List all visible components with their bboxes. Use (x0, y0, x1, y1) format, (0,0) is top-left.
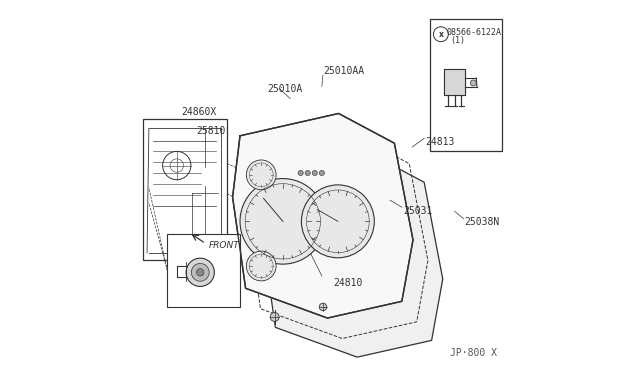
FancyBboxPatch shape (143, 119, 227, 260)
Circle shape (186, 258, 214, 286)
Polygon shape (262, 153, 443, 357)
Polygon shape (232, 113, 413, 318)
Text: 25810: 25810 (196, 126, 226, 136)
Circle shape (319, 170, 324, 176)
Text: 24860X: 24860X (182, 108, 217, 117)
Text: 25010AA: 25010AA (323, 67, 364, 76)
Circle shape (298, 170, 303, 176)
Circle shape (319, 303, 326, 311)
Text: 25031: 25031 (404, 206, 433, 216)
Circle shape (270, 312, 279, 321)
Circle shape (246, 160, 276, 190)
Text: 08566-6122A: 08566-6122A (447, 28, 502, 37)
Text: 25038N: 25038N (465, 218, 500, 227)
FancyBboxPatch shape (429, 19, 502, 151)
Circle shape (312, 170, 317, 176)
Text: JP·800 X: JP·800 X (450, 348, 497, 358)
Circle shape (196, 269, 204, 276)
Text: 24810: 24810 (333, 278, 362, 288)
Text: FRONT: FRONT (209, 241, 239, 250)
Circle shape (191, 263, 209, 281)
Circle shape (301, 185, 374, 258)
Text: 25010A: 25010A (267, 84, 303, 93)
Circle shape (240, 179, 326, 264)
Circle shape (305, 170, 310, 176)
Circle shape (470, 80, 476, 86)
Circle shape (246, 251, 276, 281)
FancyBboxPatch shape (168, 234, 240, 307)
Text: x: x (438, 30, 444, 39)
Text: 24813: 24813 (425, 137, 454, 147)
Polygon shape (444, 69, 465, 95)
Text: (1): (1) (450, 36, 465, 45)
